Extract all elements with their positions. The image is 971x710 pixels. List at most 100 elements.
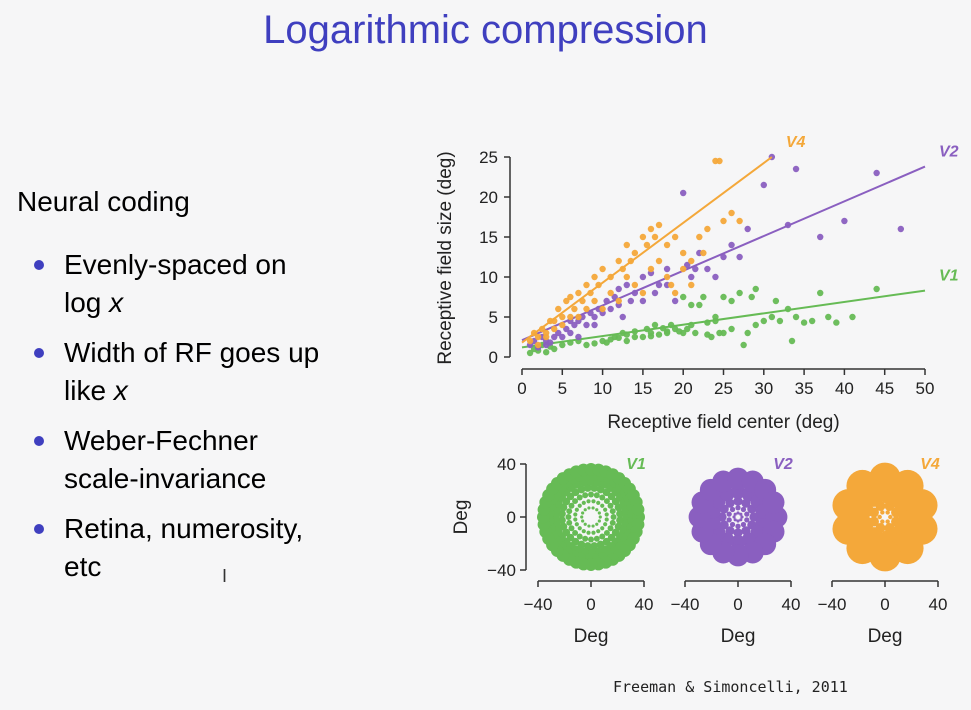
data-point-v1 (849, 313, 856, 321)
bullet-item: Width of RF goes up like x (30, 334, 370, 410)
y-axis-label: Receptive field size (deg) (435, 151, 456, 364)
mosaic-x-tick-label: −40 (671, 595, 700, 614)
data-point-v2 (591, 321, 598, 329)
data-point-v2 (671, 297, 679, 305)
data-point-v2 (623, 281, 630, 289)
series-label-v4: V4 (786, 134, 806, 151)
rf-dot-v1 (595, 522, 599, 526)
data-point-v1 (788, 337, 796, 345)
data-point-v1 (760, 317, 767, 325)
rf-dot-v1 (581, 500, 586, 505)
rf-dot-v2 (726, 517, 732, 523)
rf-dot-v4 (880, 510, 885, 515)
rf-dot-v1 (591, 530, 596, 535)
rf-dot-v2 (739, 512, 743, 516)
rf-dot-v1 (587, 506, 591, 510)
data-point-v2 (680, 189, 687, 197)
data-point-v4 (567, 313, 574, 321)
rf-dot-v1 (580, 515, 584, 519)
data-point-v1 (800, 319, 808, 326)
mosaic-x-axis-label: Deg (574, 626, 609, 647)
data-point-v4 (655, 257, 663, 265)
data-point-v4 (631, 249, 639, 257)
data-point-v2 (712, 273, 719, 281)
data-point-v1 (748, 293, 755, 301)
data-point-v4 (542, 333, 550, 341)
data-point-v2 (817, 233, 824, 241)
data-point-v1 (808, 317, 816, 325)
rf-dot-v4 (905, 489, 938, 522)
data-point-v4 (571, 305, 578, 313)
data-point-v1 (833, 319, 840, 326)
data-point-v2 (567, 329, 574, 337)
data-point-v1 (744, 329, 751, 337)
data-point-v4 (534, 333, 542, 341)
data-point-v1 (631, 333, 639, 341)
rf-dot-v2 (736, 511, 740, 515)
data-point-v1 (651, 321, 659, 329)
rf-dot-v2 (729, 521, 736, 528)
data-point-v4 (563, 297, 570, 305)
rf-dot-v1 (568, 502, 575, 509)
data-point-v2 (559, 333, 566, 341)
y-tick-label: 25 (479, 148, 498, 167)
x-tick-label: 45 (875, 379, 894, 398)
data-point-v2 (607, 305, 614, 313)
bullet-item: Evenly-spaced on log x (30, 246, 370, 322)
rf-dot-v2 (762, 491, 785, 514)
x-tick-label: 20 (674, 379, 693, 398)
data-point-v4 (647, 265, 655, 273)
rf-dot-v1 (596, 500, 601, 505)
data-point-v1 (663, 328, 671, 335)
data-point-v4 (526, 337, 534, 345)
rf-dot-v1 (598, 515, 602, 519)
data-point-v2 (651, 289, 659, 297)
bullet-line-1: Evenly-spaced on (64, 249, 287, 280)
slide-title: Logarithmic compression (263, 8, 708, 52)
rf-dot-v1 (566, 519, 573, 526)
bullet-item: Retina, numerosity, etc (30, 510, 370, 586)
data-point-v4 (680, 265, 687, 273)
y-tick-label: 10 (479, 268, 498, 287)
data-point-v2 (744, 225, 751, 233)
data-point-v1 (591, 340, 598, 347)
data-point-v2 (792, 165, 800, 173)
data-point-v1 (776, 317, 784, 325)
data-point-v1 (720, 329, 727, 337)
data-point-v2 (591, 313, 598, 321)
fit-line-v2 (521, 165, 926, 342)
rf-dot-v1 (600, 526, 605, 531)
data-point-v2 (555, 329, 562, 337)
data-point-v2 (551, 333, 558, 341)
data-point-v2 (542, 341, 550, 349)
mosaic-x-tick-label: 0 (880, 595, 889, 614)
mosaic-x-axis-label: Deg (868, 626, 903, 647)
rf-dot-v2 (740, 506, 747, 513)
bullet-line-1: Retina, numerosity, (64, 513, 304, 544)
data-point-v1 (736, 289, 743, 297)
data-point-v4 (720, 217, 727, 225)
rf-dot-v2 (726, 511, 732, 517)
bullet-item: Weber-Fechner scale-invariance (30, 422, 370, 498)
rf-dot-v1 (588, 491, 594, 498)
rf-dot-v1 (588, 536, 594, 543)
data-point-v1 (768, 313, 776, 321)
y-tick-label: 15 (479, 228, 498, 247)
data-point-v1 (704, 331, 711, 338)
x-tick-label: 35 (795, 379, 814, 398)
data-point-v4 (591, 273, 598, 281)
data-point-v2 (583, 321, 590, 329)
data-point-v2 (619, 313, 626, 321)
rf-dot-v1 (581, 519, 585, 523)
rf-dot-v1 (593, 492, 600, 499)
mosaic-x-tick-label: −40 (818, 595, 847, 614)
data-point-v1 (728, 297, 735, 305)
rf-dot-v1 (586, 499, 591, 504)
rf-dot-v4 (888, 514, 893, 520)
data-point-v1 (752, 321, 759, 329)
data-point-v4 (639, 233, 647, 241)
rf-dot-v1 (607, 525, 614, 532)
data-point-v1 (526, 349, 534, 357)
rf-dot-v1 (581, 529, 586, 534)
rf-dot-v2 (736, 519, 740, 523)
